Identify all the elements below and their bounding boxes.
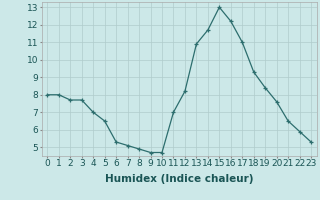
X-axis label: Humidex (Indice chaleur): Humidex (Indice chaleur) [105,174,253,184]
